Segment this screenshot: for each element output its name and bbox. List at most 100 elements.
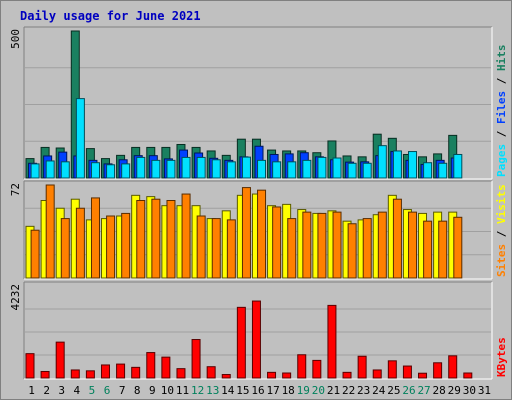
- bar-kbytes-day-27: [418, 372, 428, 379]
- x-tick-label-day-11: 11: [176, 384, 189, 397]
- chart-title: Daily usage for June 2021: [20, 9, 201, 23]
- bar-kbytes-day-14: [221, 374, 231, 379]
- x-tick-label-day-29: 29: [448, 384, 461, 397]
- x-tick-label-day-1: 1: [28, 384, 35, 397]
- bar-kbytes-day-1: [25, 353, 35, 379]
- panel-visits-sites-ymax-label: 72: [9, 183, 22, 196]
- legend-label-hits: Hits: [495, 45, 508, 72]
- bar-pages-day-16: [257, 159, 267, 179]
- x-tick-label-day-10: 10: [161, 384, 174, 397]
- bar-sites-day-20: [317, 212, 327, 279]
- x-tick-label-day-27: 27: [417, 384, 430, 397]
- x-tick-label-day-13: 13: [206, 384, 219, 397]
- x-tick-label-day-23: 23: [357, 384, 370, 397]
- bar-sites-day-18: [287, 218, 297, 279]
- bar-sites-day-26: [408, 211, 418, 279]
- panel-kbytes-ymax-label: 4232: [9, 284, 22, 311]
- bar-pages-day-21: [332, 157, 342, 179]
- bar-pages-day-3: [60, 161, 70, 179]
- bar-sites-day-3: [60, 218, 70, 279]
- bar-kbytes-day-9: [146, 352, 156, 379]
- bar-sites-day-7: [121, 212, 131, 279]
- x-tick-label-day-25: 25: [387, 384, 400, 397]
- bar-sites-day-23: [362, 218, 372, 279]
- bar-pages-day-11: [181, 156, 191, 179]
- bar-sites-day-29: [453, 216, 463, 279]
- bar-sites-day-24: [377, 211, 387, 279]
- bar-kbytes-day-17: [267, 371, 277, 379]
- bar-kbytes-day-25: [387, 360, 397, 379]
- bar-kbytes-day-4: [70, 369, 80, 379]
- bar-sites-day-9: [151, 198, 161, 279]
- x-tick-label-day-16: 16: [251, 384, 264, 397]
- x-tick-label-day-22: 22: [342, 384, 355, 397]
- bar-pages-day-25: [392, 150, 402, 179]
- legend-label-pages: Pages: [495, 144, 508, 177]
- legend-label-files: Files: [495, 91, 508, 124]
- x-tick-label-day-9: 9: [149, 384, 156, 397]
- bar-kbytes-day-6: [100, 364, 110, 379]
- bar-pages-day-29: [453, 153, 463, 179]
- bar-pages-day-27: [423, 162, 433, 179]
- bar-kbytes-day-22: [342, 371, 352, 379]
- bar-pages-day-14: [226, 161, 236, 179]
- legend-label-visits: Visits: [495, 184, 508, 224]
- bar-kbytes-day-12: [191, 339, 201, 379]
- x-tick-label-day-7: 7: [119, 384, 126, 397]
- bar-pages-day-19: [302, 159, 312, 179]
- bar-sites-day-11: [181, 193, 191, 279]
- x-tick-label-day-6: 6: [104, 384, 111, 397]
- bar-sites-day-21: [332, 211, 342, 279]
- bar-kbytes-day-7: [116, 363, 126, 379]
- bar-kbytes-day-13: [206, 366, 216, 379]
- bar-pages-day-6: [106, 164, 116, 179]
- bar-sites-day-22: [347, 223, 357, 279]
- bar-kbytes-day-29: [448, 355, 458, 379]
- bar-kbytes-day-21: [327, 304, 337, 379]
- x-tick-label-day-4: 4: [74, 384, 81, 397]
- bar-kbytes-day-10: [161, 356, 171, 379]
- panel-hits-files-pages-ymax-label: 500: [9, 29, 22, 49]
- bar-kbytes-day-2: [40, 370, 50, 379]
- bar-sites-day-14: [226, 219, 236, 279]
- bar-pages-day-10: [166, 159, 176, 179]
- bar-kbytes-day-20: [312, 359, 322, 379]
- x-tick-label-day-5: 5: [89, 384, 96, 397]
- x-tick-label-day-8: 8: [134, 384, 141, 397]
- x-tick-label-day-21: 21: [327, 384, 340, 397]
- bar-kbytes-day-11: [176, 368, 186, 379]
- x-tick-label-day-19: 19: [297, 384, 310, 397]
- bar-kbytes-day-23: [357, 355, 367, 379]
- x-tick-label-day-18: 18: [282, 384, 295, 397]
- x-tick-label-day-20: 20: [312, 384, 325, 397]
- bar-kbytes-day-3: [55, 341, 65, 379]
- x-tick-label-day-24: 24: [372, 384, 386, 397]
- bar-kbytes-day-16: [251, 300, 261, 379]
- legend-separator: /: [495, 224, 508, 244]
- x-tick-label-day-14: 14: [221, 384, 235, 397]
- bar-sites-day-10: [166, 200, 176, 279]
- x-tick-label-day-28: 28: [433, 384, 446, 397]
- bar-pages-day-28: [438, 162, 448, 179]
- bar-sites-day-12: [196, 215, 206, 279]
- bar-sites-day-15: [241, 187, 251, 279]
- bar-sites-day-8: [136, 200, 146, 279]
- bar-pages-day-8: [136, 156, 146, 179]
- bar-pages-day-18: [287, 161, 297, 179]
- bar-sites-day-5: [90, 197, 100, 279]
- bar-sites-day-16: [257, 189, 267, 279]
- bar-kbytes-day-5: [85, 370, 95, 379]
- bar-kbytes-day-19: [297, 354, 307, 379]
- bar-sites-day-19: [302, 211, 312, 279]
- bar-pages-day-5: [90, 162, 100, 179]
- panel-visits-sites-legend: Sites / Visits: [495, 184, 508, 277]
- x-tick-label-day-17: 17: [266, 384, 279, 397]
- bar-pages-day-13: [211, 159, 221, 179]
- bar-pages-day-2: [45, 160, 55, 179]
- bar-kbytes-day-18: [282, 372, 292, 379]
- legend-label-kbytes: KBytes: [495, 337, 508, 377]
- x-tick-label-day-3: 3: [58, 384, 65, 397]
- bar-pages-day-15: [241, 156, 251, 179]
- bar-pages-day-23: [362, 162, 372, 179]
